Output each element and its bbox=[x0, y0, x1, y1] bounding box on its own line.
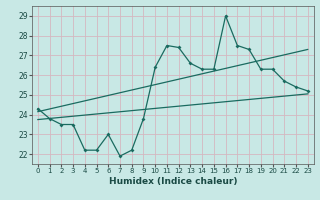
X-axis label: Humidex (Indice chaleur): Humidex (Indice chaleur) bbox=[108, 177, 237, 186]
